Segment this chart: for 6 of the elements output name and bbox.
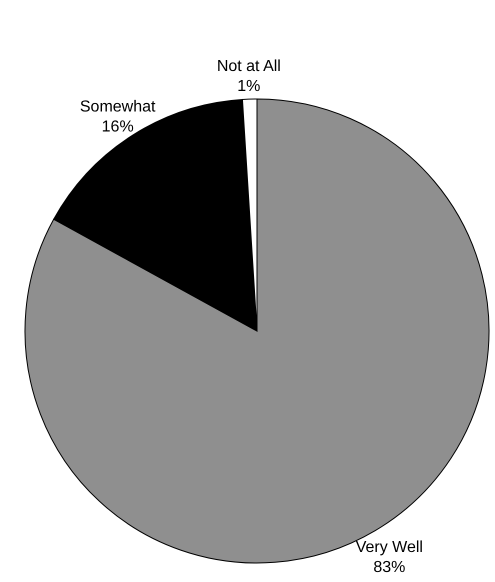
data-label: 16%	[102, 118, 134, 136]
slice-label: Somewhat	[80, 98, 156, 116]
slice-label: Very Well	[356, 539, 423, 556]
data-label: 83%	[373, 559, 406, 576]
data-label: 1%	[237, 78, 260, 96]
slice-label: Not at All	[216, 58, 281, 76]
